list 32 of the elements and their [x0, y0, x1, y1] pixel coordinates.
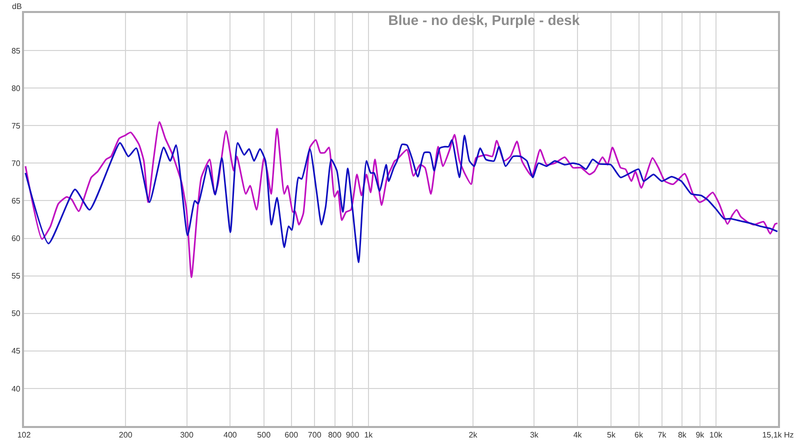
x-tick-label: 500	[257, 430, 272, 440]
y-tick-label: 50	[11, 309, 21, 318]
y-axis-title: dB	[12, 2, 22, 11]
y-tick-label: 40	[11, 384, 21, 394]
x-tick-label: 102	[17, 430, 32, 440]
x-tick-label: 300	[180, 430, 194, 440]
x-tick-label: 9k	[696, 430, 706, 440]
y-tick-label: 55	[11, 272, 21, 281]
x-tick-label: 400	[223, 430, 238, 440]
chart-title: Blue - no desk, Purple - desk	[388, 12, 580, 28]
x-tick-label: 200	[118, 430, 133, 440]
y-tick-label: 65	[11, 196, 21, 206]
x-tick-label: 700	[308, 430, 322, 440]
x-tick-label: 8k	[678, 430, 688, 440]
y-tick-label: 75	[11, 121, 21, 130]
y-tick-label: 45	[11, 346, 21, 356]
x-tick-label: 15,1k Hz	[762, 430, 794, 440]
y-tick-label: 80	[11, 84, 21, 93]
x-tick-label: 4k	[573, 430, 583, 440]
x-tick-label: 1k	[364, 430, 374, 440]
x-tick-label: 600	[284, 430, 299, 440]
x-tick-label: 10k	[709, 430, 724, 440]
x-tick-label: 900	[346, 430, 360, 440]
x-tick-label: 800	[328, 430, 342, 440]
y-tick-label: 60	[11, 234, 21, 244]
x-tick-label: 3k	[530, 430, 540, 440]
x-tick-label: 7k	[658, 430, 668, 440]
y-tick-label: 85	[11, 46, 21, 56]
x-tick-label: 2k	[468, 430, 478, 440]
y-tick-label: 70	[11, 158, 21, 168]
x-tick-label: 5k	[607, 430, 616, 440]
x-tick-label: 6k	[634, 430, 644, 440]
